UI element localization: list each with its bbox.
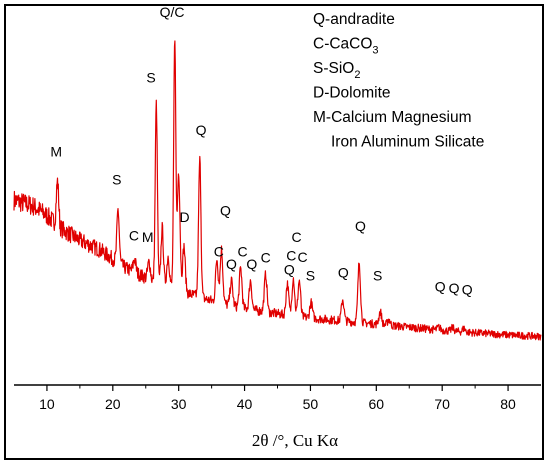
x-tick-label: 70 xyxy=(434,396,450,412)
peak-label: Q xyxy=(338,265,349,281)
peak-label: S xyxy=(112,172,121,188)
peak-label: C xyxy=(214,244,224,260)
peak-label: C xyxy=(238,244,248,260)
peak-label: S xyxy=(373,268,382,284)
legend-entry: Q-andradite xyxy=(313,11,395,28)
legend-entry-text: Iron Aluminum Silicate xyxy=(331,134,484,151)
legend-entry: C-CaCO3 xyxy=(313,36,379,57)
peak-label: C xyxy=(129,227,139,243)
legend-entry-text: S-SiO xyxy=(313,60,354,77)
peak-label: Q xyxy=(246,256,257,272)
x-tick-label: 80 xyxy=(500,396,516,412)
peak-label: C xyxy=(297,249,307,265)
figure-frame xyxy=(4,4,544,460)
axes: 10 20 30 40 50 60 70 80 xyxy=(14,384,541,412)
legend-entry: S-SiO2 xyxy=(313,60,360,81)
peak-label: Q xyxy=(435,279,446,295)
peak-label: M xyxy=(50,144,62,160)
peak-label: S xyxy=(146,69,155,85)
legend-entry-subscript: 2 xyxy=(354,69,360,81)
x-tick-label: 30 xyxy=(171,396,187,412)
legend-entry: Iron Aluminum Silicate xyxy=(331,134,484,151)
legend-entry-text: M-Calcium Magnesium xyxy=(313,109,471,126)
peak-label: Q xyxy=(220,203,231,219)
legend-entry-text: Q-andradite xyxy=(313,11,395,28)
peak-label: Q xyxy=(449,280,460,296)
x-tick-label: 50 xyxy=(303,396,319,412)
peak-label: C xyxy=(261,249,271,265)
x-tick-label: 40 xyxy=(237,396,253,412)
legend-entry-text: D-Dolomite xyxy=(313,85,391,102)
peak-label: Q/C xyxy=(160,4,185,20)
x-tick-label: 20 xyxy=(105,396,121,412)
peak-label: Q xyxy=(355,218,366,234)
legend-entry-text: C-CaCO xyxy=(313,36,372,53)
peak-label: Q xyxy=(284,262,295,278)
peak-label: D xyxy=(180,209,190,225)
x-tick-label: 60 xyxy=(369,396,385,412)
legend-entry: M-Calcium Magnesium xyxy=(313,109,471,126)
peak-label: Q xyxy=(462,282,473,298)
legend-entry-subscript: 3 xyxy=(372,45,378,57)
peak-label: Q xyxy=(226,256,237,272)
peak-label: C xyxy=(286,248,296,264)
peak-label: M xyxy=(142,229,154,245)
x-tick-label: 10 xyxy=(39,396,55,412)
peak-label: C xyxy=(292,229,302,245)
legend-entry: D-Dolomite xyxy=(313,85,391,102)
peak-label: S xyxy=(306,268,315,284)
peak-label: Q xyxy=(196,122,207,138)
legend: Q-andradite C-CaCO3 S-SiO2 D-Dolomite M-Calc… xyxy=(313,11,484,151)
xrd-pattern-line xyxy=(13,40,542,341)
x-axis-label: 2θ /°, Cu Kα xyxy=(252,431,338,450)
